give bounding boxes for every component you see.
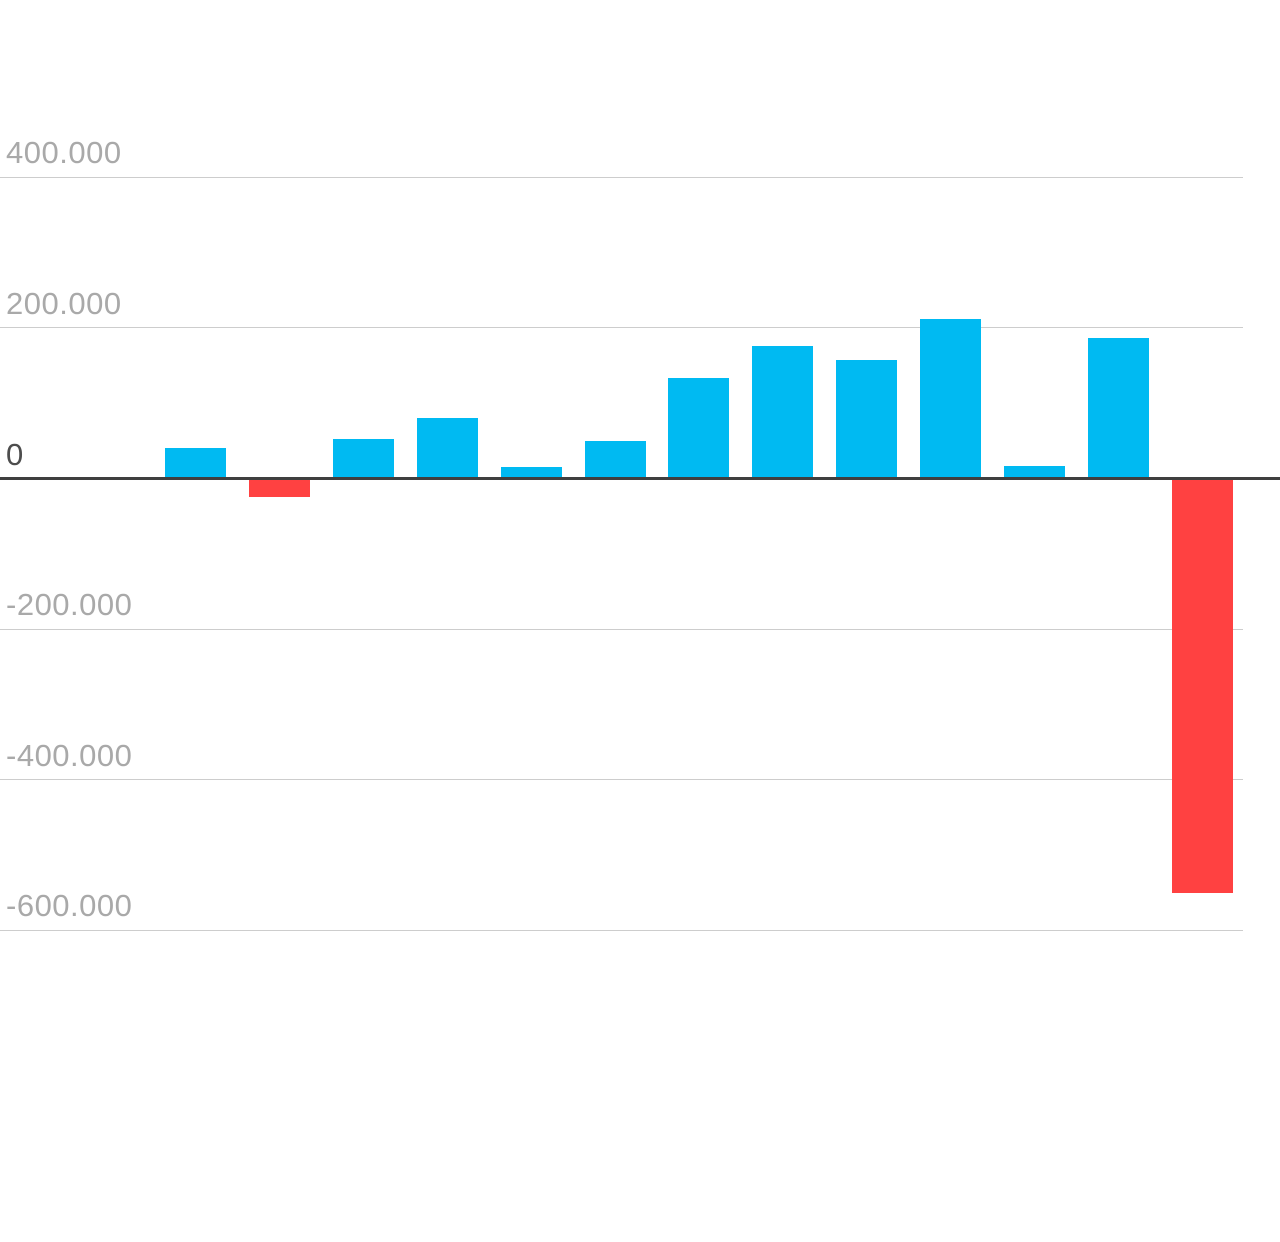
- zero-axis-line: [0, 477, 1280, 480]
- gridline: [0, 779, 1243, 781]
- y-axis-tick-label: -400.000: [6, 737, 133, 773]
- bar: [585, 440, 646, 479]
- bar: [836, 360, 897, 479]
- bar: [165, 448, 226, 479]
- y-axis-tick-label: 200.000: [6, 285, 122, 321]
- bar: [1172, 478, 1233, 893]
- bar: [249, 478, 310, 498]
- bar: [752, 346, 813, 479]
- y-axis-tick-label: -200.000: [6, 587, 133, 623]
- bar: [668, 378, 729, 479]
- bar: [501, 467, 562, 479]
- bar: [920, 318, 981, 479]
- gridline: [0, 628, 1243, 630]
- y-axis-tick-label: 400.000: [6, 135, 122, 171]
- bar: [1004, 465, 1065, 479]
- gridline: [0, 176, 1243, 178]
- gridline: [0, 327, 1243, 329]
- bar: [417, 417, 478, 479]
- y-axis-tick-label: -600.000: [6, 888, 133, 924]
- gridline: [0, 929, 1243, 931]
- y-axis-tick-label: 0: [6, 436, 24, 472]
- bar: [333, 438, 394, 479]
- bar: [1088, 338, 1149, 479]
